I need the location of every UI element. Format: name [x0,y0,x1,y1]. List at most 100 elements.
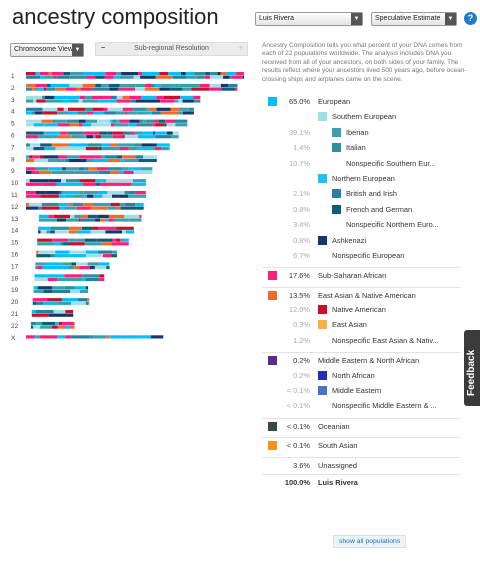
chromosome-segment[interactable] [44,75,54,79]
chromosome-segment[interactable] [127,111,137,115]
chromosome-segment[interactable] [99,182,117,186]
chromosome-segment[interactable] [78,218,81,222]
chromosome-segment[interactable] [170,107,180,111]
chromosome-segment[interactable] [93,111,105,115]
chromosome-segment[interactable] [26,107,43,111]
chromosome-segment[interactable] [68,202,73,207]
chromosome-segment[interactable] [98,170,111,174]
chromosome-segment[interactable] [132,167,142,171]
chromosome-segment[interactable] [161,111,179,115]
chromosome-segment[interactable] [55,87,66,91]
chromosome-segment[interactable] [26,83,36,88]
chromosome-segment[interactable] [52,119,55,123]
chromosome-segment[interactable] [104,75,114,79]
chromosome-segment[interactable] [112,135,119,139]
chromosome-segment[interactable] [60,277,66,282]
chromosome-segment[interactable] [26,99,34,103]
chromosome-segment[interactable] [178,111,183,115]
chromosome-segment[interactable] [69,123,79,127]
chromosome-segment[interactable] [52,289,71,293]
chromosome-segment[interactable] [103,254,112,258]
chromosome-segment[interactable] [194,72,206,76]
chromosome-segment[interactable] [87,262,99,266]
chromosome-segment[interactable] [48,214,54,218]
chromosome-segment[interactable] [172,75,187,79]
chromosome-segment[interactable] [26,191,36,195]
chromosome-segment[interactable] [42,111,58,115]
chromosome-segment[interactable] [71,301,86,305]
chromosome-segment[interactable] [79,191,84,195]
chromosome-segment[interactable] [115,111,126,115]
chromosome-segment[interactable] [119,202,126,207]
chromosome-segment[interactable] [59,206,64,210]
chromosome-segment[interactable] [62,321,75,326]
chromosome-segment[interactable] [26,194,41,198]
chromosome-segment[interactable] [35,262,46,266]
chromosome-segment[interactable] [66,87,77,91]
chromosome-segment[interactable] [106,335,110,339]
chromosome-segment[interactable] [128,147,137,151]
chromosome-segment[interactable] [78,123,83,127]
chromosome-segment[interactable] [107,131,113,135]
chromosome-segment[interactable] [102,179,107,183]
chromosome-segment[interactable] [68,179,80,183]
chromosome-segment[interactable] [93,202,111,207]
chromosome-segment[interactable] [235,87,238,91]
chromosome-segment[interactable] [61,191,80,195]
chromosome-segment[interactable] [152,131,155,135]
chromosome-segment[interactable] [44,95,55,99]
chromosome-segment[interactable] [26,170,32,174]
chromosome-segment[interactable] [152,99,161,103]
chromosome-segment[interactable] [182,87,192,91]
population-row[interactable]: Northern European [262,171,460,186]
chromosome-segment[interactable] [65,310,74,314]
resolution-increase-button[interactable]: + [238,45,243,52]
chromosome-segment[interactable] [53,75,57,79]
chromosome-segment[interactable] [82,72,93,76]
chromosome-segment[interactable] [29,202,42,207]
population-row[interactable]: Southern European [262,109,460,124]
chromosome-segment[interactable] [128,123,138,127]
chromosome-segment[interactable] [51,170,58,174]
chromosome-segment[interactable] [59,250,70,254]
chromosome-segment[interactable] [122,135,125,139]
chromosome-segment[interactable] [120,206,137,210]
chromosome-segment[interactable] [110,119,113,123]
chromosome-segment[interactable] [141,143,157,147]
chromosome-segment[interactable] [76,87,81,91]
chromosome-segment[interactable] [97,214,109,218]
chromosome-segment[interactable] [116,206,121,210]
chromosome-segment[interactable] [74,214,82,218]
chromosome-segment[interactable] [59,266,64,270]
chromosome-segment[interactable] [41,202,59,207]
chromosome-segment[interactable] [138,135,156,139]
chromosome-segment[interactable] [133,75,141,79]
chromosome-segment[interactable] [71,262,77,266]
chromosome-segment[interactable] [101,135,113,139]
chromosome-segment[interactable] [26,75,41,79]
chromosome-segment[interactable] [35,266,38,270]
chromosome-segment[interactable] [69,242,85,246]
chromosome-segment[interactable] [72,194,85,198]
chromosome-segment[interactable] [105,72,117,76]
chromosome-segment[interactable] [79,95,85,99]
chromosome-segment[interactable] [118,194,128,198]
chromosome-segment[interactable] [93,335,107,339]
chromosome-segment[interactable] [38,135,54,139]
chromosome-segment[interactable] [110,143,118,147]
chromosome-segment[interactable] [40,75,45,79]
chromosome-segment[interactable] [183,95,194,99]
chromosome-segment[interactable] [112,131,124,135]
chromosome-segment[interactable] [85,250,98,254]
chromosome-segment[interactable] [122,95,130,99]
chromosome-segment[interactable] [81,277,86,282]
chromosome-segment[interactable] [26,119,42,123]
chromosome-segment[interactable] [174,83,180,88]
chromosome-segment[interactable] [36,254,51,258]
chromosome-segment[interactable] [57,170,75,174]
chromosome-segment[interactable] [65,158,70,163]
chromosome-segment[interactable] [37,286,53,290]
chromosome-segment[interactable] [63,242,70,246]
chromosome-segment[interactable] [32,87,36,91]
chromosome-segment[interactable] [94,266,107,270]
